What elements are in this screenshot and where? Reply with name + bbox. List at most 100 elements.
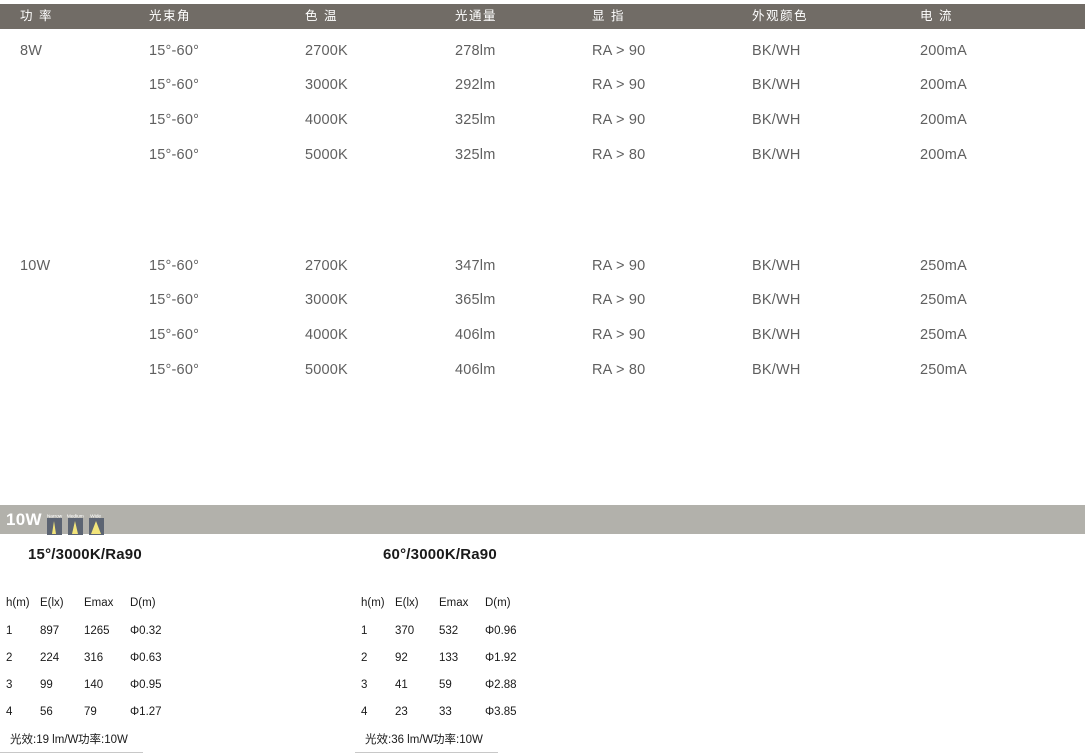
cell-beam: 15°-60° (149, 292, 200, 308)
photometric-col-lux: E(lx) (395, 597, 419, 609)
cell-cct: 2700K (305, 43, 348, 59)
photometric-row: 3 99 140 Φ0.95 (0, 672, 162, 699)
cell-cct: 4000K (305, 112, 348, 128)
photometric-col-height: h(m) (6, 597, 30, 609)
beam-label-wide: Wide (90, 512, 102, 518)
photometric-cell-height: 1 (6, 625, 13, 637)
photometric-cell-lux: 99 (40, 679, 53, 691)
column-header-beam-angle: 光束角 (149, 9, 192, 23)
photometric-row: 1 370 532 Φ0.96 (355, 618, 517, 645)
cell-beam: 15°-60° (149, 77, 200, 93)
photometric-cell-diameter: Φ1.27 (130, 706, 162, 718)
column-header-color-temp: 色 温 (305, 9, 338, 23)
photometric-cell-height: 4 (361, 706, 368, 718)
photometric-cell-diameter: Φ1.92 (485, 652, 517, 664)
cell-flux: 406lm (455, 362, 496, 378)
photometric-cell-emax: 133 (439, 652, 459, 664)
photometric-row: 2 92 133 Φ1.92 (355, 645, 517, 672)
photometric-row: 1 897 1265 Φ0.32 (0, 618, 162, 645)
photometric-col-emax: Emax (439, 597, 469, 609)
photometric-col-diameter: D(m) (130, 597, 156, 609)
photometric-cell-lux: 92 (395, 652, 408, 664)
photometric-cell-height: 3 (361, 679, 368, 691)
cell-cct: 5000K (305, 362, 348, 378)
cell-color: BK/WH (752, 43, 801, 59)
photometric-cell-height: 2 (6, 652, 13, 664)
photometric-section-bar: 10W (0, 505, 1085, 534)
beam-icon-wide: Wide (87, 512, 105, 535)
photometric-efficacy: 光效:19 lm/W (10, 734, 79, 746)
photometric-efficacy: 光效:36 lm/W (365, 734, 434, 746)
column-header-cri: 显 指 (592, 9, 625, 23)
cell-beam: 15°-60° (149, 147, 200, 163)
photometric-footer: 光效:36 lm/W 功率:10W (355, 730, 498, 753)
photometric-footer: 光效:19 lm/W 功率:10W (0, 730, 143, 753)
photometric-cell-lux: 370 (395, 625, 415, 637)
beam-angle-icon-group: Narrow Medium Wide (45, 508, 105, 535)
beam-cone-medium-icon (67, 518, 83, 535)
cell-power: 8W (20, 43, 43, 59)
cell-beam: 15°-60° (149, 43, 200, 59)
photometric-cell-emax: 1265 (84, 625, 110, 637)
cell-color: BK/WH (752, 327, 801, 343)
table-row: 15°-60° 3000K 292lm RA > 90 BK/WH 200mA (0, 68, 1085, 103)
photometric-cell-height: 1 (361, 625, 368, 637)
photometric-cell-lux: 23 (395, 706, 408, 718)
photometric-cell-emax: 59 (439, 679, 452, 691)
cell-cri: RA > 90 (592, 43, 646, 59)
cell-current: 250mA (920, 258, 967, 274)
cell-current: 250mA (920, 362, 967, 378)
photometric-block-15deg: 15°/3000K/Ra90 h(m) E(lx) Emax D(m) 1 89… (0, 545, 162, 753)
cell-beam: 15°-60° (149, 327, 200, 343)
column-header-power: 功 率 (20, 9, 53, 23)
photometric-col-height: h(m) (361, 597, 385, 609)
cell-cri: RA > 80 (592, 362, 646, 378)
cell-color: BK/WH (752, 362, 801, 378)
cell-cri: RA > 90 (592, 327, 646, 343)
photometric-cell-lux: 897 (40, 625, 60, 637)
photometric-cell-emax: 532 (439, 625, 459, 637)
cell-cct: 5000K (305, 147, 348, 163)
column-header-luminous-flux: 光通量 (455, 9, 498, 23)
cell-cri: RA > 90 (592, 258, 646, 274)
cell-beam: 15°-60° (149, 112, 200, 128)
cell-flux: 325lm (455, 112, 496, 128)
cell-color: BK/WH (752, 112, 801, 128)
beam-label-medium: Medium (66, 512, 84, 518)
beam-cone-narrow-icon (46, 518, 62, 535)
cell-color: BK/WH (752, 147, 801, 163)
photometric-row: 4 56 79 Φ1.27 (0, 699, 162, 726)
photometric-cell-diameter: Φ3.85 (485, 706, 517, 718)
table-header-row: 功 率 光束角 色 温 光通量 显 指 外观颜色 电 流 (0, 4, 1085, 29)
cell-beam: 15°-60° (149, 258, 200, 274)
table-row: 15°-60° 5000K 325lm RA > 80 BK/WH 200mA (0, 138, 1085, 173)
table-row: 15°-60° 3000K 365lm RA > 90 BK/WH 250mA (0, 283, 1085, 318)
photometric-cell-emax: 79 (84, 706, 97, 718)
table-row: 15°-60° 4000K 406lm RA > 90 BK/WH 250mA (0, 318, 1085, 353)
cell-current: 250mA (920, 327, 967, 343)
cell-cct: 4000K (305, 327, 348, 343)
photometric-cell-height: 4 (6, 706, 13, 718)
photometric-col-emax: Emax (84, 597, 114, 609)
table-row: 15°-60° 4000K 325lm RA > 90 BK/WH 200mA (0, 103, 1085, 138)
photometric-cell-emax: 316 (84, 652, 104, 664)
photometric-cell-diameter: Φ0.32 (130, 625, 162, 637)
photometric-title: 15°/3000K/Ra90 (28, 546, 142, 563)
photometric-block-60deg: 60°/3000K/Ra90 h(m) E(lx) Emax D(m) 1 37… (355, 545, 517, 753)
cell-current: 200mA (920, 43, 967, 59)
photometric-cell-diameter: Φ0.95 (130, 679, 162, 691)
photometric-row: 3 41 59 Φ2.88 (355, 672, 517, 699)
cell-cri: RA > 80 (592, 147, 646, 163)
photometric-cell-emax: 33 (439, 706, 452, 718)
cell-beam: 15°-60° (149, 362, 200, 378)
photometric-cell-diameter: Φ2.88 (485, 679, 517, 691)
cell-power: 10W (20, 258, 51, 274)
cell-flux: 325lm (455, 147, 496, 163)
table-row: 10W 15°-60° 2700K 347lm RA > 90 BK/WH 25… (0, 244, 1085, 283)
cell-flux: 278lm (455, 43, 496, 59)
photometric-power: 功率:10W (78, 734, 128, 746)
cell-color: BK/WH (752, 77, 801, 93)
photometric-cell-lux: 224 (40, 652, 60, 664)
beam-cone-wide-icon (88, 518, 104, 535)
cell-current: 250mA (920, 292, 967, 308)
